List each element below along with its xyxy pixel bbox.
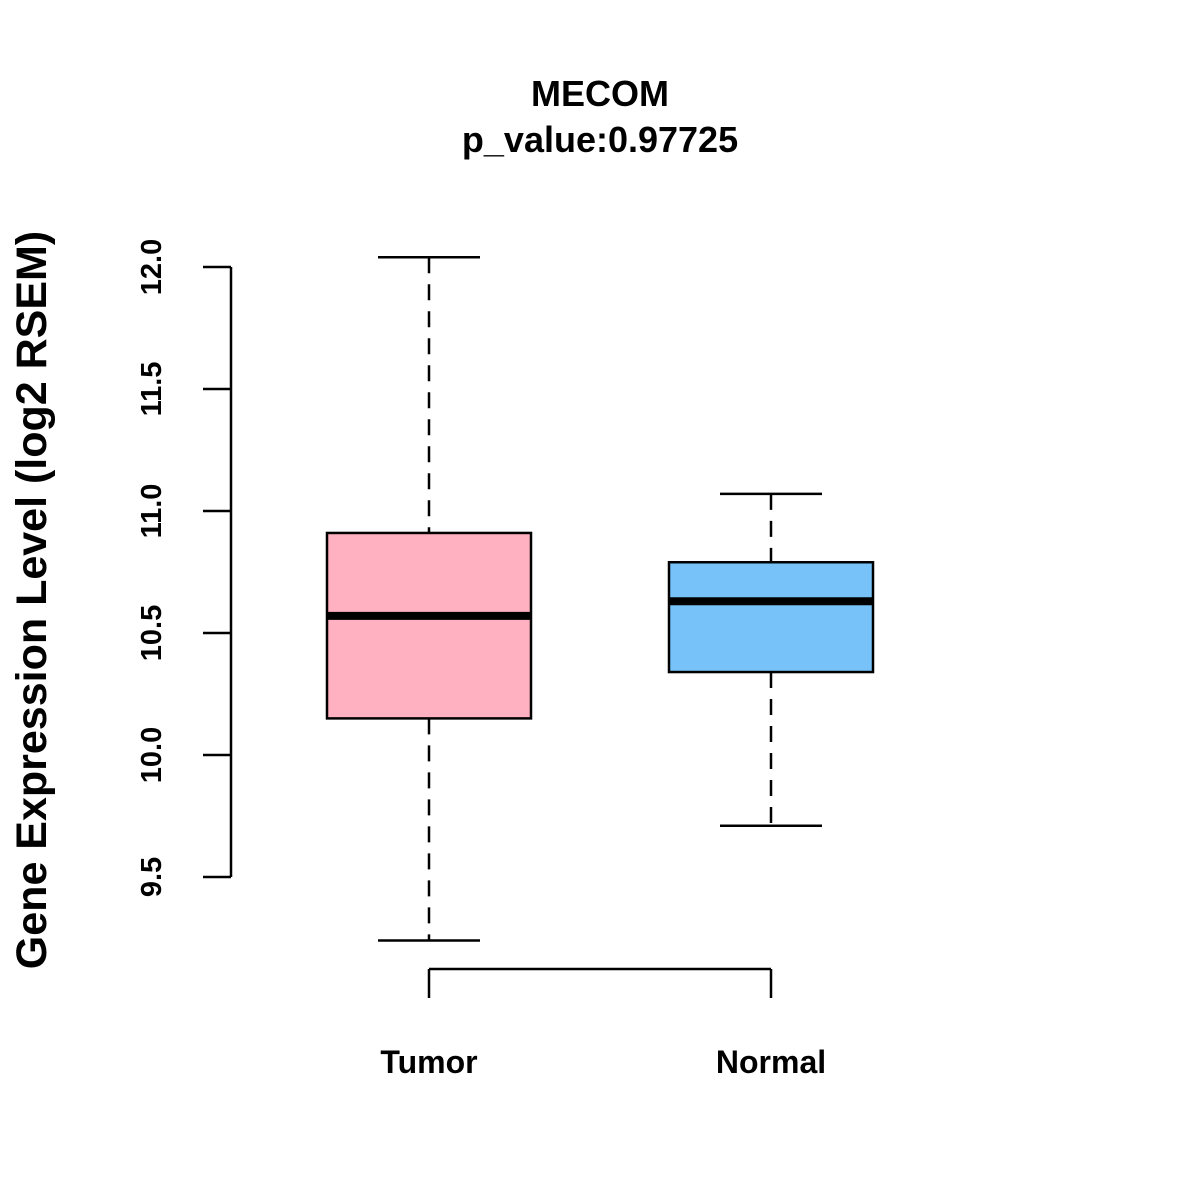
- box-normal: [667, 492, 875, 828]
- box-tumor: [325, 255, 533, 942]
- boxes: [325, 255, 875, 942]
- x-tick-label: Tumor: [380, 1044, 477, 1080]
- x-axis: Tumor Normal: [380, 967, 826, 1080]
- y-tick-label: 10.5: [136, 605, 168, 661]
- iqr-box: [325, 531, 533, 720]
- x-tick-label: Normal: [716, 1044, 826, 1080]
- y-tick-label: 11.0: [136, 484, 168, 539]
- y-axis-label: Gene Expression Level (log2 RSEM): [8, 231, 56, 969]
- iqr-box: [667, 560, 875, 674]
- y-tick-label: 11.5: [136, 362, 168, 417]
- y-tick-label: 12.0: [136, 239, 168, 295]
- y-axis: 9.5 10.0 10.5 11.0 11.5 12.0: [136, 239, 233, 897]
- chart-title: MECOM: [531, 73, 669, 114]
- chart-subtitle: p_value:0.97725: [462, 119, 738, 160]
- y-tick-label: 9.5: [136, 857, 168, 897]
- y-tick-label: 10.0: [136, 727, 168, 783]
